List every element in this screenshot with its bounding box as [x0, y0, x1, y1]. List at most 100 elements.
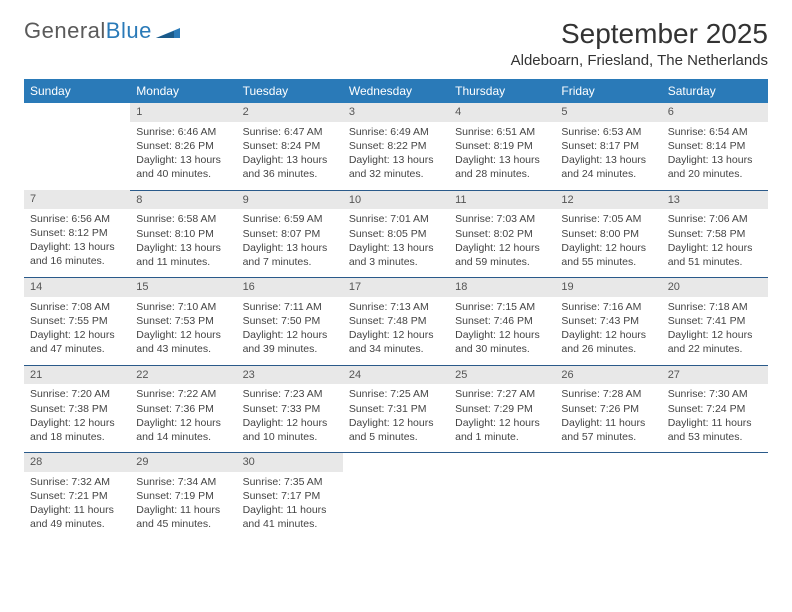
weekday-header: Thursday	[449, 79, 555, 103]
day1-text: Daylight: 12 hours	[561, 241, 655, 255]
sunset-text: Sunset: 8:12 PM	[30, 226, 124, 240]
day1-text: Daylight: 12 hours	[243, 416, 337, 430]
sunset-text: Sunset: 7:48 PM	[349, 314, 443, 328]
day-number: 30	[237, 453, 343, 472]
location-text: Aldeboarn, Friesland, The Netherlands	[511, 52, 768, 69]
calendar-day-cell: 29Sunrise: 7:34 AMSunset: 7:19 PMDayligh…	[130, 453, 236, 540]
calendar-day-cell: 2Sunrise: 6:47 AMSunset: 8:24 PMDaylight…	[237, 103, 343, 190]
day-number: 29	[130, 453, 236, 472]
calendar-day-cell: 21Sunrise: 7:20 AMSunset: 7:38 PMDayligh…	[24, 365, 130, 453]
weekday-header: Sunday	[24, 79, 130, 103]
day2-text: and 51 minutes.	[668, 255, 762, 269]
sunrise-text: Sunrise: 7:23 AM	[243, 387, 337, 401]
day2-text: and 59 minutes.	[455, 255, 549, 269]
day1-text: Daylight: 13 hours	[455, 153, 549, 167]
sunrise-text: Sunrise: 7:27 AM	[455, 387, 549, 401]
day1-text: Daylight: 12 hours	[668, 328, 762, 342]
day2-text: and 41 minutes.	[243, 517, 337, 531]
day2-text: and 49 minutes.	[30, 517, 124, 531]
day-number: 19	[555, 278, 661, 297]
sunrise-text: Sunrise: 7:11 AM	[243, 300, 337, 314]
sunrise-text: Sunrise: 7:28 AM	[561, 387, 655, 401]
day1-text: Daylight: 11 hours	[668, 416, 762, 430]
day2-text: and 30 minutes.	[455, 342, 549, 356]
day-number: 1	[130, 103, 236, 122]
sunrise-text: Sunrise: 7:03 AM	[455, 212, 549, 226]
day1-text: Daylight: 11 hours	[136, 503, 230, 517]
weekday-header: Wednesday	[343, 79, 449, 103]
day-number: 2	[237, 103, 343, 122]
day1-text: Daylight: 13 hours	[30, 240, 124, 254]
day1-text: Daylight: 12 hours	[349, 328, 443, 342]
day2-text: and 7 minutes.	[243, 255, 337, 269]
day1-text: Daylight: 12 hours	[668, 241, 762, 255]
calendar-day-cell	[24, 103, 130, 190]
day1-text: Daylight: 12 hours	[349, 416, 443, 430]
day-number: 12	[555, 191, 661, 210]
calendar-day-cell: 24Sunrise: 7:25 AMSunset: 7:31 PMDayligh…	[343, 365, 449, 453]
day-number: 23	[237, 366, 343, 385]
day2-text: and 32 minutes.	[349, 167, 443, 181]
day-number: 27	[662, 366, 768, 385]
sunrise-text: Sunrise: 7:22 AM	[136, 387, 230, 401]
day-number: 8	[130, 191, 236, 210]
sunrise-text: Sunrise: 6:47 AM	[243, 125, 337, 139]
day1-text: Daylight: 12 hours	[455, 416, 549, 430]
sunset-text: Sunset: 8:05 PM	[349, 227, 443, 241]
day1-text: Daylight: 11 hours	[561, 416, 655, 430]
calendar-week-row: 7Sunrise: 6:56 AMSunset: 8:12 PMDaylight…	[24, 190, 768, 278]
day2-text: and 22 minutes.	[668, 342, 762, 356]
calendar-day-cell: 9Sunrise: 6:59 AMSunset: 8:07 PMDaylight…	[237, 190, 343, 278]
flag-icon	[156, 18, 180, 44]
calendar-day-cell: 3Sunrise: 6:49 AMSunset: 8:22 PMDaylight…	[343, 103, 449, 190]
calendar-day-cell: 28Sunrise: 7:32 AMSunset: 7:21 PMDayligh…	[24, 453, 130, 540]
day1-text: Daylight: 13 hours	[136, 241, 230, 255]
calendar-week-row: 28Sunrise: 7:32 AMSunset: 7:21 PMDayligh…	[24, 453, 768, 540]
day2-text: and 11 minutes.	[136, 255, 230, 269]
weekday-header: Tuesday	[237, 79, 343, 103]
calendar-day-cell	[662, 453, 768, 540]
day-number: 6	[662, 103, 768, 122]
day1-text: Daylight: 13 hours	[243, 153, 337, 167]
day2-text: and 39 minutes.	[243, 342, 337, 356]
calendar-table: SundayMondayTuesdayWednesdayThursdayFrid…	[24, 79, 768, 540]
day2-text: and 5 minutes.	[349, 430, 443, 444]
day2-text: and 20 minutes.	[668, 167, 762, 181]
sunrise-text: Sunrise: 7:10 AM	[136, 300, 230, 314]
sunset-text: Sunset: 8:17 PM	[561, 139, 655, 153]
day-number: 9	[237, 191, 343, 210]
sunset-text: Sunset: 7:41 PM	[668, 314, 762, 328]
day2-text: and 55 minutes.	[561, 255, 655, 269]
sunset-text: Sunset: 7:17 PM	[243, 489, 337, 503]
calendar-day-cell: 6Sunrise: 6:54 AMSunset: 8:14 PMDaylight…	[662, 103, 768, 190]
calendar-day-cell: 4Sunrise: 6:51 AMSunset: 8:19 PMDaylight…	[449, 103, 555, 190]
calendar-day-cell: 19Sunrise: 7:16 AMSunset: 7:43 PMDayligh…	[555, 278, 661, 366]
sunrise-text: Sunrise: 7:15 AM	[455, 300, 549, 314]
day-number: 10	[343, 191, 449, 210]
day-number: 25	[449, 366, 555, 385]
title-block: September 2025 Aldeboarn, Friesland, The…	[511, 18, 768, 69]
sunrise-text: Sunrise: 7:32 AM	[30, 475, 124, 489]
weekday-header: Monday	[130, 79, 236, 103]
sunset-text: Sunset: 7:24 PM	[668, 402, 762, 416]
sunrise-text: Sunrise: 6:53 AM	[561, 125, 655, 139]
calendar-day-cell: 20Sunrise: 7:18 AMSunset: 7:41 PMDayligh…	[662, 278, 768, 366]
day1-text: Daylight: 12 hours	[136, 416, 230, 430]
sunrise-text: Sunrise: 7:16 AM	[561, 300, 655, 314]
weekday-header-row: SundayMondayTuesdayWednesdayThursdayFrid…	[24, 79, 768, 103]
day2-text: and 34 minutes.	[349, 342, 443, 356]
day-number: 4	[449, 103, 555, 122]
day1-text: Daylight: 13 hours	[136, 153, 230, 167]
day2-text: and 26 minutes.	[561, 342, 655, 356]
day-number: 26	[555, 366, 661, 385]
sunset-text: Sunset: 8:22 PM	[349, 139, 443, 153]
sunset-text: Sunset: 7:58 PM	[668, 227, 762, 241]
sunrise-text: Sunrise: 6:51 AM	[455, 125, 549, 139]
calendar-day-cell: 22Sunrise: 7:22 AMSunset: 7:36 PMDayligh…	[130, 365, 236, 453]
day-number: 22	[130, 366, 236, 385]
month-title: September 2025	[511, 18, 768, 50]
sunset-text: Sunset: 7:50 PM	[243, 314, 337, 328]
sunrise-text: Sunrise: 7:25 AM	[349, 387, 443, 401]
calendar-day-cell: 11Sunrise: 7:03 AMSunset: 8:02 PMDayligh…	[449, 190, 555, 278]
sunrise-text: Sunrise: 7:01 AM	[349, 212, 443, 226]
